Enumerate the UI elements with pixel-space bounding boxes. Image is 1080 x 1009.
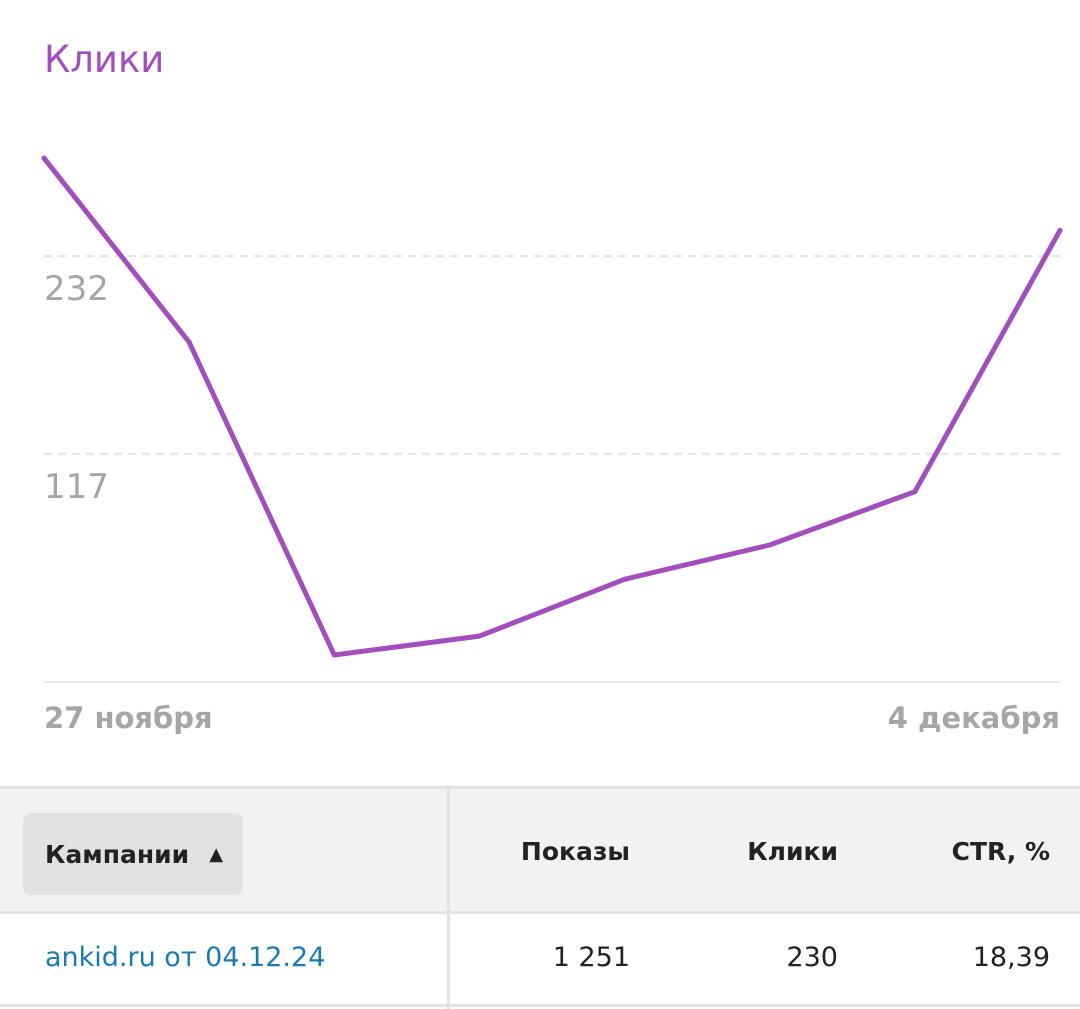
data-point	[912, 489, 918, 495]
sort-campaigns-button[interactable]: Кампании ▲	[23, 813, 243, 895]
data-point	[331, 652, 337, 658]
sort-campaigns-label: Кампании	[45, 839, 190, 869]
cell-ctr: 18,39	[972, 942, 1050, 973]
clicks-chart: Клики 232 117 27 ноября 4 декабря	[41, 38, 1063, 735]
x-tick-label-end: 4 декабря	[888, 701, 1060, 735]
data-point	[476, 633, 482, 639]
clicks-series-line	[41, 155, 1063, 658]
cell-clicks: 230	[786, 942, 838, 973]
clicks-line-chart: 232 117 27 ноября 4 декабря	[41, 155, 1063, 735]
chart-title: Клики	[44, 38, 165, 81]
column-header-shows[interactable]: Показы	[520, 837, 630, 866]
table-header: Кампании ▲ Показы Клики CTR, %	[0, 786, 1080, 914]
table-row: ankid.ru от 04.12.24 1 251 230 18,39	[0, 914, 1080, 1007]
data-point	[186, 339, 192, 345]
data-point	[767, 542, 773, 548]
column-divider	[447, 786, 450, 1009]
column-header-ctr[interactable]: CTR, %	[951, 837, 1050, 866]
cell-shows: 1 251	[552, 942, 630, 973]
data-point	[622, 576, 628, 582]
column-header-clicks[interactable]: Клики	[747, 837, 838, 866]
x-tick-label-start: 27 ноября	[44, 701, 213, 735]
y-tick-label: 232	[44, 269, 109, 309]
y-tick-label: 117	[44, 467, 109, 507]
data-point	[41, 155, 47, 161]
campaigns-table: Кампании ▲ Показы Клики CTR, % ankid.ru …	[0, 786, 1080, 1009]
data-point	[1057, 227, 1063, 233]
campaign-link[interactable]: ankid.ru от 04.12.24	[45, 942, 326, 973]
sort-ascending-icon: ▲	[209, 843, 224, 865]
